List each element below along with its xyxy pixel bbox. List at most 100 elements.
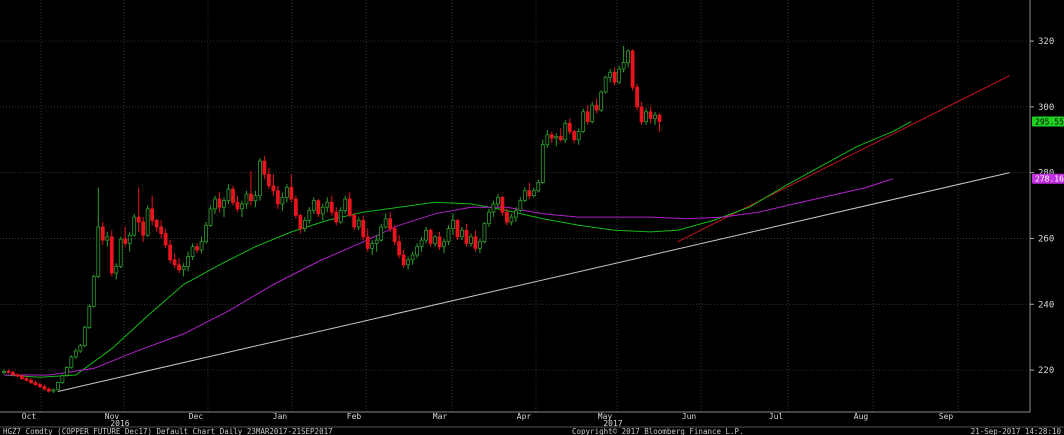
candle xyxy=(186,251,190,272)
candle xyxy=(284,184,289,203)
candle-body xyxy=(163,233,168,246)
candle-body xyxy=(55,382,60,391)
candle xyxy=(343,195,348,214)
candle-body xyxy=(78,345,83,352)
candle xyxy=(567,118,572,135)
candle xyxy=(451,213,455,236)
candle-body xyxy=(392,228,397,243)
candle-body xyxy=(38,384,42,387)
candle-body xyxy=(127,234,132,244)
candle xyxy=(487,208,491,227)
footer-security-label: HGZ7 Comdty (COPPER FUTURE Dec17) Defaul… xyxy=(3,427,333,435)
candle-body xyxy=(159,226,164,234)
candle xyxy=(495,194,500,208)
candle-body xyxy=(554,136,559,139)
candle xyxy=(253,190,258,208)
candle xyxy=(473,230,478,252)
candle-body xyxy=(356,219,361,228)
candle xyxy=(334,207,339,226)
candle-body xyxy=(325,201,330,208)
candle-body xyxy=(244,193,249,205)
candle-body xyxy=(509,216,514,223)
candle xyxy=(603,75,608,94)
candle xyxy=(60,374,65,384)
support-trendline xyxy=(57,172,1010,392)
candle xyxy=(226,184,231,204)
candle xyxy=(500,195,505,216)
candle-body xyxy=(657,114,662,122)
candle-body xyxy=(504,211,509,223)
candle xyxy=(177,258,182,274)
candle xyxy=(415,243,419,259)
candle xyxy=(190,243,195,260)
candle-body xyxy=(231,188,235,203)
ma-long-tag-bg xyxy=(1032,173,1064,184)
candle-body xyxy=(522,190,527,202)
candle-body xyxy=(401,254,406,266)
candle xyxy=(258,157,262,201)
candle xyxy=(549,131,554,144)
candle-body xyxy=(478,241,482,249)
candle xyxy=(15,373,20,378)
candle xyxy=(38,382,42,388)
candle xyxy=(419,236,424,252)
candle-body xyxy=(545,134,550,146)
candle-body xyxy=(334,211,339,223)
candle xyxy=(235,195,240,213)
candle-body xyxy=(491,203,496,213)
candle xyxy=(181,263,186,277)
x-tick-label: Nov xyxy=(105,412,120,421)
candle xyxy=(406,256,411,270)
candle xyxy=(572,129,577,144)
candle-body xyxy=(199,241,204,251)
candle xyxy=(576,128,581,145)
candle-body xyxy=(567,122,572,132)
candle xyxy=(374,235,379,252)
candle-body xyxy=(267,173,271,187)
candle xyxy=(653,111,657,125)
candle xyxy=(11,370,15,376)
candle xyxy=(460,226,464,241)
x-tick-label: Oct xyxy=(22,412,37,421)
candle xyxy=(195,243,199,254)
candle xyxy=(352,212,357,231)
candle xyxy=(329,195,334,216)
candle xyxy=(109,230,114,277)
candle xyxy=(168,240,173,264)
candle xyxy=(531,187,536,198)
candle xyxy=(635,83,639,111)
candle xyxy=(222,197,226,218)
candle xyxy=(118,236,123,269)
candle-body xyxy=(154,219,159,228)
candle-body xyxy=(172,259,177,266)
candle xyxy=(307,207,312,224)
candle-body xyxy=(190,246,195,257)
candle-body xyxy=(531,190,536,197)
candle xyxy=(208,205,213,227)
candle xyxy=(464,223,469,247)
y-tick-label: 320 xyxy=(1038,37,1054,47)
candle-body xyxy=(487,211,491,225)
candle xyxy=(509,213,514,226)
candle-body xyxy=(388,218,393,229)
candle-body xyxy=(275,190,280,205)
footer-timestamp: 21-Sep-2017 14:28:10 xyxy=(971,427,1062,435)
candle xyxy=(244,190,249,209)
candle xyxy=(536,179,541,193)
candle xyxy=(361,215,366,241)
x-tick-label: Jul xyxy=(769,412,784,421)
candle xyxy=(298,213,303,234)
candle xyxy=(410,251,415,265)
candle-body xyxy=(558,136,563,141)
candle-body xyxy=(33,382,38,385)
candle xyxy=(648,106,653,124)
candle-body xyxy=(464,229,469,244)
candle xyxy=(123,226,128,247)
candle xyxy=(145,205,150,237)
candle xyxy=(513,207,518,223)
candle-body xyxy=(603,76,608,93)
candle xyxy=(545,129,550,148)
candle xyxy=(522,187,527,203)
